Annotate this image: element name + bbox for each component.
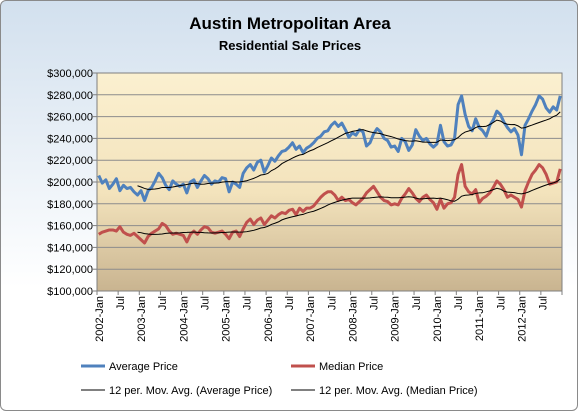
chart-title: Austin Metropolitan Area xyxy=(189,14,391,33)
x-tick-label: 2007-Jan xyxy=(305,296,317,342)
x-tick-label: Jul xyxy=(326,296,338,310)
legend-average-moving-avg-label: 12 per. Mov. Avg. (Average Price) xyxy=(109,385,272,397)
gridlines xyxy=(97,94,562,270)
y-tick-label: $180,000 xyxy=(47,199,93,211)
x-tick-label: 2009-Jan xyxy=(390,296,402,342)
legend-average-price-label: Average Price xyxy=(109,361,178,373)
x-tick-label: 2010-Jan xyxy=(432,296,444,342)
y-tick-label: $300,000 xyxy=(47,68,93,80)
x-tick-label: Jul xyxy=(538,296,550,310)
y-tick-label: $160,000 xyxy=(47,221,93,233)
x-tick-label: 2002-Jan xyxy=(94,296,106,342)
series-line-average-moving-avg xyxy=(137,111,561,190)
series-line-median-moving-avg xyxy=(137,178,561,235)
x-tick-label: 2012-Jan xyxy=(516,296,528,342)
x-tick-label: Jul xyxy=(495,296,507,310)
x-tick-label: Jul xyxy=(242,296,254,310)
series-line-average-price xyxy=(97,94,562,203)
x-tick-label: Jul xyxy=(411,296,423,310)
x-tick-label: 2003-Jan xyxy=(136,296,148,342)
legend-median-price-label: Median Price xyxy=(319,361,383,373)
legend-median-moving-avg-label: 12 per. Mov. Avg. (Median Price) xyxy=(319,385,478,397)
y-tick-label: $280,000 xyxy=(47,90,93,102)
y-tick-label: $140,000 xyxy=(47,242,93,254)
y-tick-label: $100,000 xyxy=(47,286,93,298)
x-tick-label: Jul xyxy=(369,296,381,310)
chart-subtitle: Residential Sale Prices xyxy=(219,38,361,53)
x-tick-label: 2004-Jan xyxy=(178,296,190,342)
y-axis: $100,000 $120,000 $140,000 $160,000 $180,000… xyxy=(47,68,97,298)
x-tick-label: 2006-Jan xyxy=(263,296,275,342)
x-tick-label: 2008-Jan xyxy=(347,296,359,342)
series-lines xyxy=(97,94,562,245)
x-axis: 2002-Jan Jul 2003-Jan Jul 2004-Jan Jul 2005-Ja… xyxy=(94,291,563,342)
x-tick-label: 2005-Jan xyxy=(221,296,233,342)
y-tick-label: $260,000 xyxy=(47,112,93,124)
legend: Average Price Median Price 12 per. Mov. Av… xyxy=(81,361,478,397)
x-tick-label: Jul xyxy=(284,296,296,310)
x-tick-label: Jul xyxy=(157,296,169,310)
y-tick-label: $220,000 xyxy=(47,155,93,167)
y-tick-label: $240,000 xyxy=(47,133,93,145)
x-tick-label: Jul xyxy=(453,296,465,310)
y-tick-label: $200,000 xyxy=(47,177,93,189)
y-tick-label: $120,000 xyxy=(47,264,93,276)
x-tick-label: Jul xyxy=(199,296,211,310)
x-tick-label: 2011-Jan xyxy=(474,296,486,341)
x-tick-label: Jul xyxy=(115,296,127,310)
